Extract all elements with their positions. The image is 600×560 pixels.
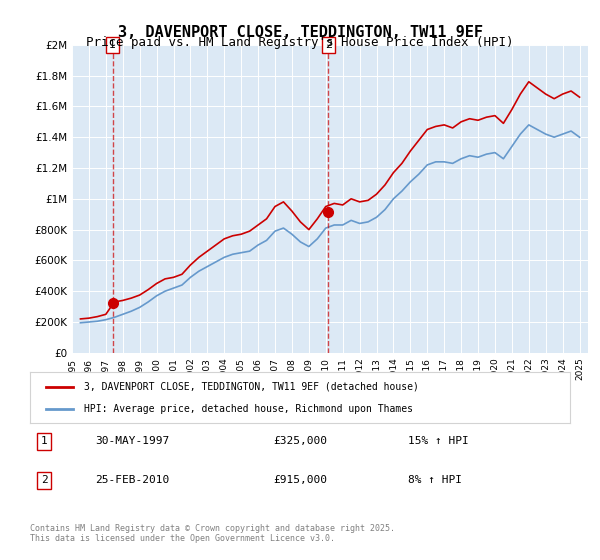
Text: Contains HM Land Registry data © Crown copyright and database right 2025.
This d: Contains HM Land Registry data © Crown c… — [30, 524, 395, 543]
Text: 30-MAY-1997: 30-MAY-1997 — [95, 436, 169, 446]
Text: £325,000: £325,000 — [273, 436, 327, 446]
Text: 25-FEB-2010: 25-FEB-2010 — [95, 475, 169, 486]
Text: Price paid vs. HM Land Registry's House Price Index (HPI): Price paid vs. HM Land Registry's House … — [86, 36, 514, 49]
Text: 2: 2 — [325, 40, 332, 50]
Text: 1: 1 — [41, 436, 47, 446]
Text: 3, DAVENPORT CLOSE, TEDDINGTON, TW11 9EF (detached house): 3, DAVENPORT CLOSE, TEDDINGTON, TW11 9EF… — [84, 381, 419, 391]
Text: 15% ↑ HPI: 15% ↑ HPI — [408, 436, 469, 446]
Text: 1: 1 — [109, 40, 116, 50]
Text: HPI: Average price, detached house, Richmond upon Thames: HPI: Average price, detached house, Rich… — [84, 404, 413, 414]
Text: 8% ↑ HPI: 8% ↑ HPI — [408, 475, 462, 486]
Text: 2: 2 — [41, 475, 47, 486]
Text: £915,000: £915,000 — [273, 475, 327, 486]
Text: 3, DAVENPORT CLOSE, TEDDINGTON, TW11 9EF: 3, DAVENPORT CLOSE, TEDDINGTON, TW11 9EF — [118, 25, 482, 40]
